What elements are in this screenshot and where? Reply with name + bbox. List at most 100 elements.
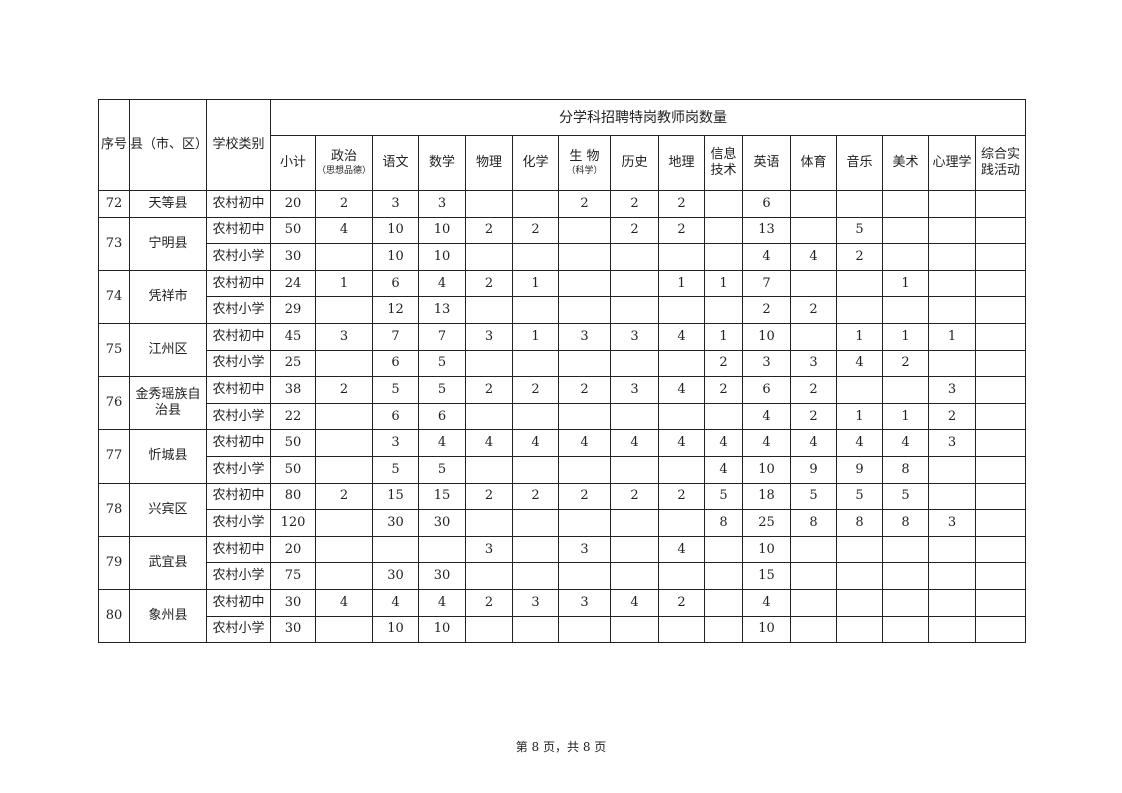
count-cell [790,562,837,590]
table-row: 72 天等县 农村初中 20 2 3 3 2 2 2 6 [98,190,1026,218]
header-subject: 体育 [790,135,837,191]
count-cell: 3 [418,190,466,218]
count-cell [975,216,1026,245]
count-cell [975,429,1026,457]
count-cell: 5 [790,482,837,511]
count-cell [512,562,559,590]
count-cell: 1 [928,322,976,351]
count-cell [975,562,1026,590]
count-cell: 4 [658,429,705,457]
count-cell: 4 [315,588,373,617]
count-cell: 7 [372,322,419,351]
county-cell: 忻城县 [129,429,207,484]
count-cell [610,562,659,590]
count-cell: 3 [315,322,373,351]
header-subject: 语文 [372,135,419,191]
count-cell: 4 [836,349,883,378]
table-row: 农村小学 30 10 10 10 [99,615,1026,644]
count-cell: 3 [790,349,837,378]
header-subject-label: 政治 [330,149,357,164]
count-cell [465,615,513,644]
count-cell: 4 [418,588,466,617]
county-cell: 凭祥市 [129,269,207,324]
count-cell [975,482,1026,511]
school-type-cell: 农村小学 [206,455,271,484]
count-cell: 30 [418,562,466,590]
count-cell [928,588,976,617]
count-cell: 2 [465,269,513,298]
count-cell [882,615,929,644]
count-cell: 5 [704,482,743,511]
count-cell: 2 [742,296,791,324]
count-cell: 3 [742,349,791,378]
count-cell [558,615,611,644]
count-cell: 24 [270,269,316,298]
count-cell: 6 [418,402,466,431]
count-cell: 2 [790,376,837,404]
count-cell: 30 [418,509,466,537]
count-cell [790,190,837,218]
count-cell [882,588,929,617]
count-cell [790,588,837,617]
count-cell: 2 [512,482,559,511]
count-cell: 4 [836,429,883,457]
count-cell [704,535,743,564]
count-cell: 2 [610,482,659,511]
count-cell [975,296,1026,324]
count-cell: 4 [658,535,705,564]
header-subject: 物理 [465,135,513,191]
table-row: 77 忻城县 农村初中 50 3 4 4 4 4 4 4 4 4 4 4 4 3 [98,429,1026,484]
header-subject-label: 美术 [892,155,919,170]
count-cell: 3 [512,588,559,617]
count-cell [610,535,659,564]
count-cell [315,455,373,484]
count-cell [512,349,559,378]
header-subject: 美术 [882,135,929,191]
count-cell [610,615,659,644]
count-cell [882,243,929,271]
count-cell [975,455,1026,484]
count-cell [465,509,513,537]
count-cell: 5 [418,376,466,404]
count-cell: 10 [742,455,791,484]
count-cell: 6 [372,349,419,378]
count-cell: 2 [315,376,373,404]
school-type-cell: 农村小学 [206,349,271,378]
count-cell: 10 [418,243,466,271]
count-cell: 4 [418,269,466,298]
count-cell [975,349,1026,378]
count-cell: 3 [610,376,659,404]
count-cell: 1 [882,402,929,431]
county-cell: 武宜县 [129,535,207,590]
count-cell: 10 [418,615,466,644]
count-cell: 4 [882,429,929,457]
table-row: 79 武宜县 农村初中 20 3 3 4 10 [98,535,1026,590]
count-cell: 29 [270,296,316,324]
count-cell: 30 [270,243,316,271]
count-cell: 1 [882,269,929,298]
count-cell [558,402,611,431]
count-cell: 30 [372,509,419,537]
count-cell: 15 [742,562,791,590]
count-cell [315,562,373,590]
count-cell [704,243,743,271]
header-subject: 音乐 [836,135,883,191]
count-cell: 10 [372,216,419,245]
count-cell: 30 [270,615,316,644]
count-cell [704,402,743,431]
count-cell: 8 [882,509,929,537]
count-cell [610,509,659,537]
count-cell [315,243,373,271]
page-footer: 第 8 页，共 8 页 [515,740,607,754]
count-cell: 5 [418,455,466,484]
count-cell: 4 [610,429,659,457]
header-subject-label: 化学 [522,155,549,170]
count-cell: 2 [658,482,705,511]
count-cell: 3 [372,429,419,457]
count-cell: 3 [610,322,659,351]
school-type-cell: 农村初中 [206,216,271,245]
count-cell [836,269,883,298]
count-cell [928,190,976,218]
count-cell: 2 [558,482,611,511]
count-cell [836,296,883,324]
